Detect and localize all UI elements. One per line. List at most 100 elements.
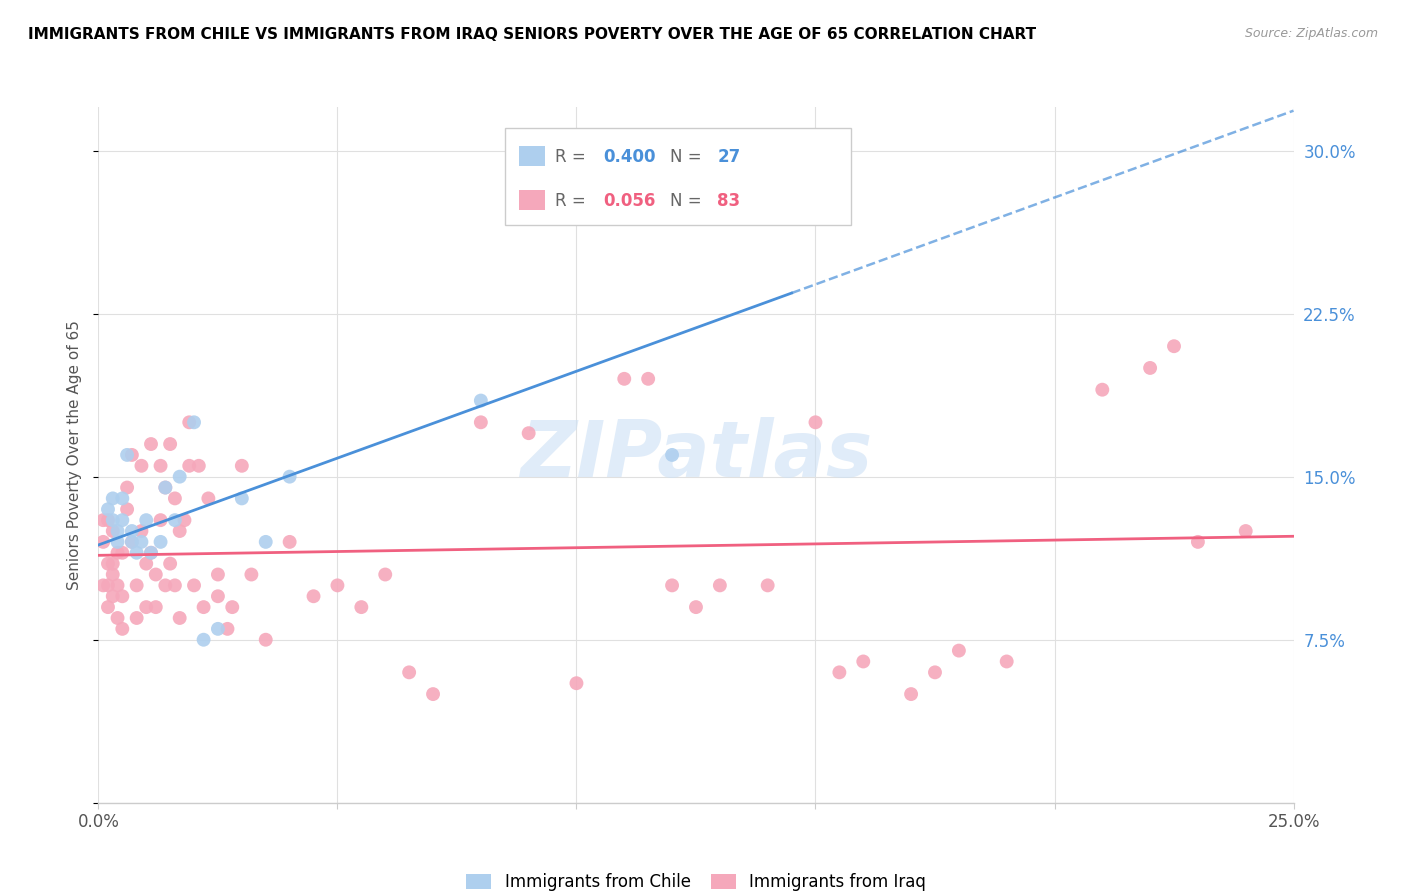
Point	[169, 611, 191, 625]
Point	[179, 415, 201, 429]
Point	[97, 600, 120, 615]
Text: R =: R =	[555, 192, 591, 210]
Point	[135, 600, 157, 615]
Point	[115, 481, 138, 495]
Point	[91, 535, 114, 549]
Point	[111, 513, 134, 527]
Point	[159, 437, 181, 451]
Point	[101, 567, 124, 582]
Point	[207, 567, 229, 582]
Point	[254, 535, 277, 549]
Point	[125, 578, 148, 592]
Point	[804, 415, 827, 429]
Point	[155, 578, 177, 592]
Point	[131, 535, 153, 549]
Point	[97, 502, 120, 516]
Point	[159, 557, 181, 571]
Point	[1163, 339, 1185, 353]
Point	[1187, 535, 1209, 549]
Point	[107, 535, 129, 549]
Point	[111, 491, 134, 506]
Point	[149, 535, 172, 549]
Point	[91, 513, 114, 527]
Point	[101, 524, 124, 538]
Point	[685, 600, 707, 615]
Point	[398, 665, 420, 680]
Point	[613, 372, 636, 386]
Point	[149, 458, 172, 473]
Text: Source: ZipAtlas.com: Source: ZipAtlas.com	[1244, 27, 1378, 40]
Point	[278, 535, 301, 549]
Point	[207, 589, 229, 603]
Point	[709, 578, 731, 592]
Point	[91, 578, 114, 592]
Point	[169, 469, 191, 483]
Point	[125, 611, 148, 625]
Point	[374, 567, 396, 582]
Point	[661, 578, 683, 592]
Point	[131, 458, 153, 473]
Point	[111, 546, 134, 560]
Point	[107, 578, 129, 592]
Point	[163, 513, 186, 527]
Legend: Immigrants from Chile, Immigrants from Iraq: Immigrants from Chile, Immigrants from I…	[460, 867, 932, 892]
Point	[121, 524, 143, 538]
Text: IMMIGRANTS FROM CHILE VS IMMIGRANTS FROM IRAQ SENIORS POVERTY OVER THE AGE OF 65: IMMIGRANTS FROM CHILE VS IMMIGRANTS FROM…	[28, 27, 1036, 42]
Point	[145, 600, 167, 615]
Point	[145, 567, 167, 582]
Point	[187, 458, 209, 473]
Point	[97, 513, 120, 527]
Text: N =: N =	[669, 192, 707, 210]
Point	[197, 491, 219, 506]
Point	[254, 632, 277, 647]
Point	[183, 415, 205, 429]
Text: ZIPatlas: ZIPatlas	[520, 417, 872, 493]
Point	[107, 524, 129, 538]
Point	[517, 426, 540, 441]
Point	[470, 393, 492, 408]
Point	[97, 578, 120, 592]
Point	[101, 557, 124, 571]
Text: R =: R =	[555, 148, 591, 166]
Point	[1234, 524, 1257, 538]
Point	[780, 154, 803, 169]
Point	[97, 557, 120, 571]
Text: 27: 27	[717, 148, 741, 166]
Point	[661, 448, 683, 462]
Point	[111, 622, 134, 636]
Point	[470, 415, 492, 429]
Point	[924, 665, 946, 680]
Text: 83: 83	[717, 192, 741, 210]
Point	[1091, 383, 1114, 397]
Point	[121, 535, 143, 549]
Point	[139, 437, 162, 451]
Point	[101, 513, 124, 527]
Point	[828, 665, 851, 680]
Point	[948, 643, 970, 657]
Point	[139, 546, 162, 560]
Point	[135, 557, 157, 571]
Point	[155, 481, 177, 495]
Point	[139, 546, 162, 560]
Point	[111, 589, 134, 603]
Point	[149, 513, 172, 527]
Point	[350, 600, 373, 615]
Point	[302, 589, 325, 603]
Point	[101, 589, 124, 603]
Point	[107, 611, 129, 625]
Point	[231, 458, 253, 473]
Bar	[519, 190, 546, 210]
Point	[193, 632, 215, 647]
Point	[193, 600, 215, 615]
Point	[163, 578, 186, 592]
Point	[995, 655, 1018, 669]
Point	[221, 600, 243, 615]
Point	[217, 622, 239, 636]
Point	[278, 469, 301, 483]
Point	[155, 481, 177, 495]
Point	[115, 448, 138, 462]
Point	[169, 524, 191, 538]
Text: 0.056: 0.056	[603, 192, 655, 210]
Point	[125, 546, 148, 560]
Point	[131, 524, 153, 538]
